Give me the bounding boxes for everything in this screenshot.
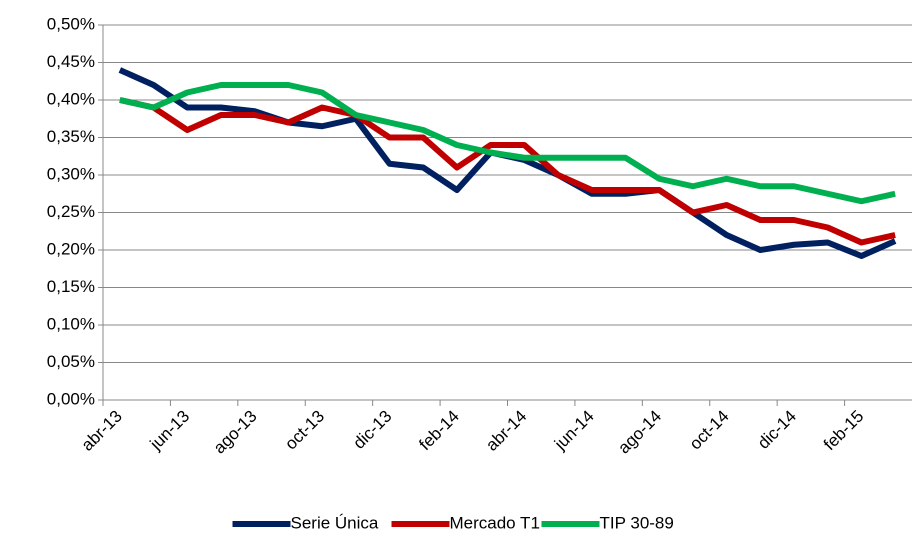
series-line	[119, 82, 896, 205]
y-tick-label: 0,45%	[47, 52, 95, 71]
x-tick-label: feb-14	[415, 407, 463, 455]
y-tick-label: 0,50%	[47, 14, 95, 33]
y-tick-label: 0,00%	[47, 389, 95, 408]
y-tick-label: 0,20%	[47, 239, 95, 258]
y-tick-label: 0,05%	[47, 352, 95, 371]
legend-label: Serie Única	[291, 513, 379, 532]
x-tick-label: ago-14	[614, 407, 665, 458]
x-tick-label: ago-13	[210, 407, 261, 458]
x-tick-label: jun-14	[550, 407, 598, 455]
y-tick-label: 0,30%	[47, 164, 95, 183]
x-tick-label: feb-15	[820, 407, 868, 455]
legend-label: Mercado T1	[450, 513, 540, 532]
series-line	[119, 97, 896, 246]
x-tick-label: abr-14	[482, 407, 530, 455]
legend-label: TIP 30-89	[600, 513, 674, 532]
series-line	[118, 67, 897, 259]
y-tick-label: 0,10%	[47, 314, 95, 333]
y-tick-label: 0,15%	[47, 277, 95, 296]
y-tick-label: 0,40%	[47, 89, 95, 108]
x-tick-label: oct-13	[281, 407, 328, 454]
x-tick-label: dic-14	[754, 407, 800, 453]
x-tick-label: dic-13	[349, 407, 395, 453]
x-tick-label: jun-13	[146, 407, 194, 455]
x-tick-label: abr-13	[78, 407, 126, 455]
y-tick-label: 0,25%	[47, 202, 95, 221]
x-tick-label: oct-14	[686, 407, 733, 454]
y-tick-label: 0,35%	[47, 127, 95, 146]
